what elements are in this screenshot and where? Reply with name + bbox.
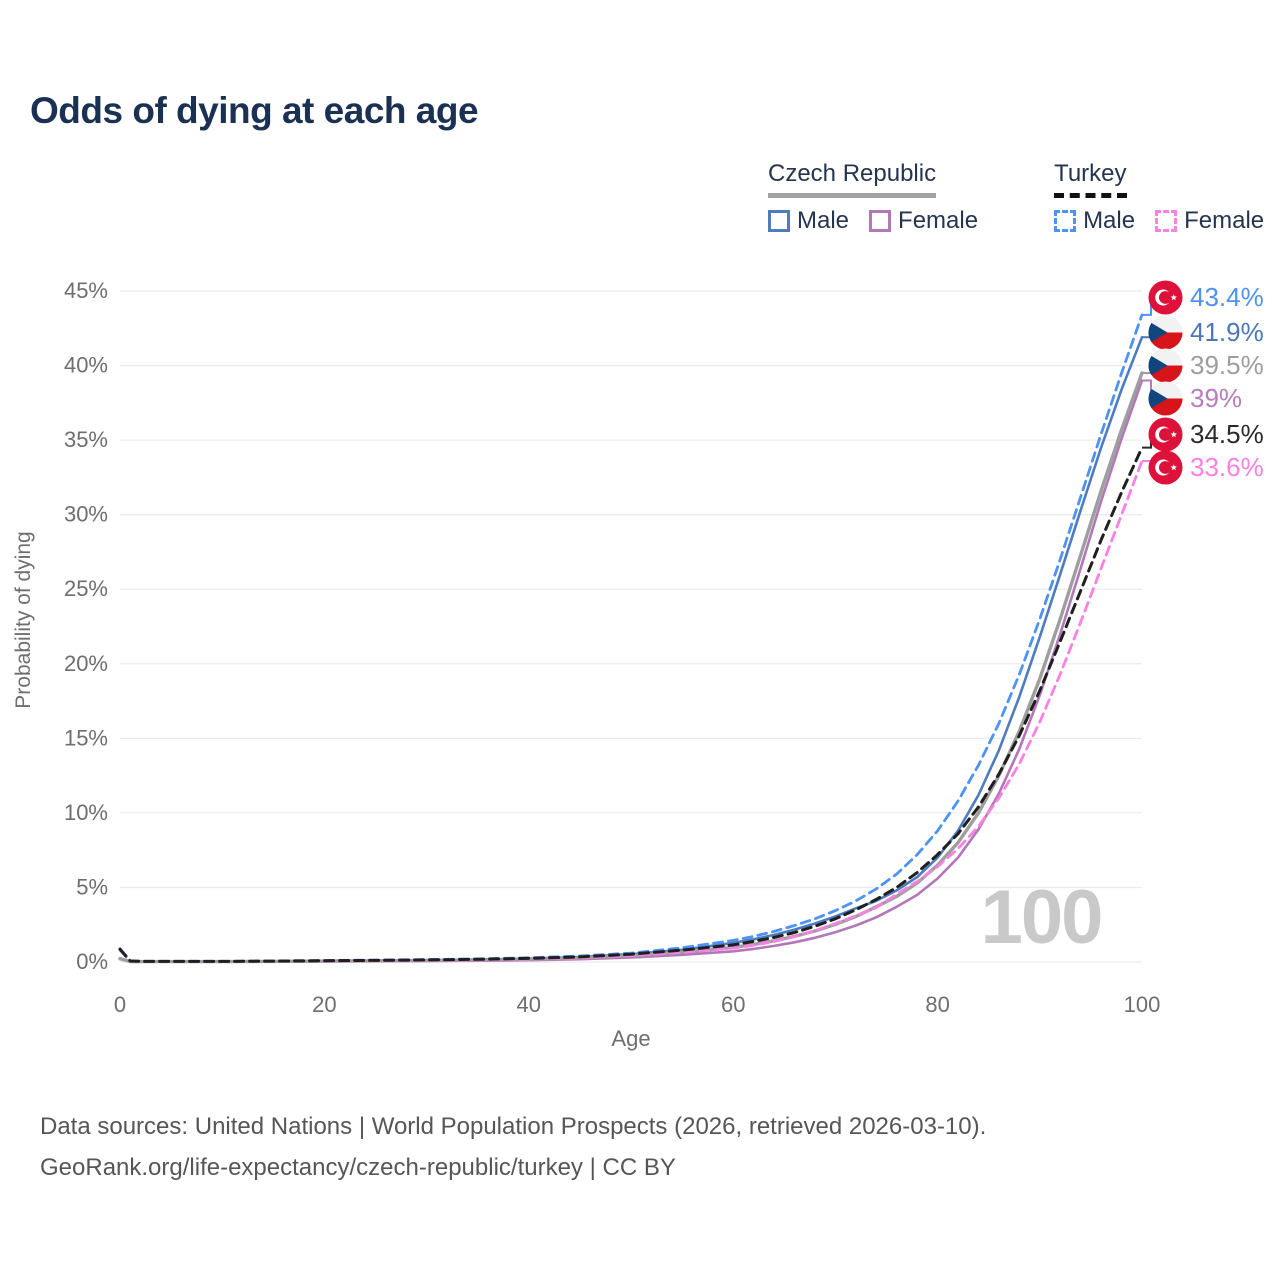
czech-male-swatch-icon <box>768 210 790 232</box>
y-tick-10: 10% <box>64 800 108 825</box>
series-line-turkey_male[interactable] <box>118 313 1144 963</box>
data-sources-line1: Data sources: United Nations | World Pop… <box>40 1113 987 1140</box>
end-label-czech-female: 39% <box>1148 380 1242 416</box>
turkey-flag-icon <box>1148 449 1183 485</box>
legend-label-czech-female: Female <box>898 207 979 234</box>
y-tick-0: 0% <box>76 949 108 974</box>
data-sources-line2: GeoRank.org/life-expectancy/czech-republ… <box>40 1154 676 1181</box>
legend-group-turkey: Turkey Male Female <box>1054 160 1264 235</box>
legend-row-turkey: Male Female <box>1054 207 1264 235</box>
series-line-czech_male[interactable] <box>118 335 1144 963</box>
legend: Czech Republic Male Female Turkey Male <box>768 160 1264 235</box>
end-label-czech-all: 39.5% <box>1148 347 1264 383</box>
legend-item-czech-female[interactable]: Female <box>869 207 978 235</box>
y-tick-20: 20% <box>64 651 108 676</box>
data-sources: Data sources: United Nations | World Pop… <box>40 1106 986 1188</box>
y-tick-45: 45% <box>64 278 108 303</box>
end-label-turkey-all: 34.5% <box>1148 416 1264 452</box>
end-value-czech-female: 39% <box>1190 382 1243 413</box>
end-label-turkey-female: 33.6% <box>1148 449 1264 485</box>
turkey-flag-icon <box>1148 279 1183 315</box>
end-value-turkey-male: 43.4% <box>1190 281 1264 312</box>
y-tick-30: 30% <box>64 502 108 527</box>
end-value-czech-male: 41.9% <box>1190 316 1264 347</box>
turkey-female-swatch-icon <box>1155 210 1178 232</box>
x-tick-60: 60 <box>721 992 745 1017</box>
gridlines <box>120 290 1142 963</box>
y-tick-25: 25% <box>64 576 108 601</box>
legend-label-czech-male: Male <box>797 207 850 234</box>
legend-label-turkey-male: Male <box>1083 207 1136 234</box>
series-line-turkey_female[interactable] <box>118 459 1144 963</box>
y-tick-35: 35% <box>64 427 108 452</box>
series-lines[interactable] <box>118 313 1144 964</box>
legend-country-turkey[interactable]: Turkey <box>1054 160 1127 198</box>
end-value-turkey-female: 33.6% <box>1190 451 1264 482</box>
czech-flag-icon <box>1148 347 1183 383</box>
end-value-czech-all: 39.5% <box>1190 349 1264 380</box>
turkey-male-swatch-icon <box>1054 210 1077 232</box>
x-tick-100: 100 <box>1124 992 1161 1017</box>
czech-flag-icon <box>1148 380 1183 416</box>
turkey-flag-icon <box>1148 416 1183 452</box>
end-label-czech-male: 41.9% <box>1148 314 1264 350</box>
y-tick-40: 40% <box>64 353 108 378</box>
series-line-turkey_all[interactable] <box>118 446 1144 963</box>
end-value-turkey-all: 34.5% <box>1190 418 1264 449</box>
axis-tick-labels: 0% 5% 10% 15% 20% 25% 30% 35% 40% 45% 0 20 40 60 80 100 <box>64 278 1160 1017</box>
x-tick-20: 20 <box>312 992 336 1017</box>
legend-country-czech-republic[interactable]: Czech Republic <box>768 160 937 198</box>
legend-group-czech-republic: Czech Republic Male Female <box>768 160 978 235</box>
czech-flag-icon <box>1148 314 1183 350</box>
y-axis-title: Probability of dying <box>12 531 35 709</box>
czech-female-swatch-icon <box>869 210 892 232</box>
legend-label-turkey-female: Female <box>1184 207 1265 234</box>
legend-row-czech: Male Female <box>768 207 978 235</box>
page-title: Odds of dying at each age <box>30 90 479 131</box>
y-tick-5: 5% <box>76 874 108 899</box>
age-watermark: 100 <box>980 875 1104 960</box>
legend-item-czech-male[interactable]: Male <box>768 207 849 235</box>
y-tick-15: 15% <box>64 725 108 750</box>
end-label-turkey-male: 43.4% <box>1148 279 1264 315</box>
x-tick-0: 0 <box>114 992 126 1017</box>
legend-item-turkey-male[interactable]: Male <box>1054 207 1135 235</box>
x-tick-80: 80 <box>925 992 949 1017</box>
x-axis-title: Age <box>611 1026 651 1051</box>
x-tick-40: 40 <box>517 992 541 1017</box>
legend-item-turkey-female[interactable]: Female <box>1155 207 1264 235</box>
